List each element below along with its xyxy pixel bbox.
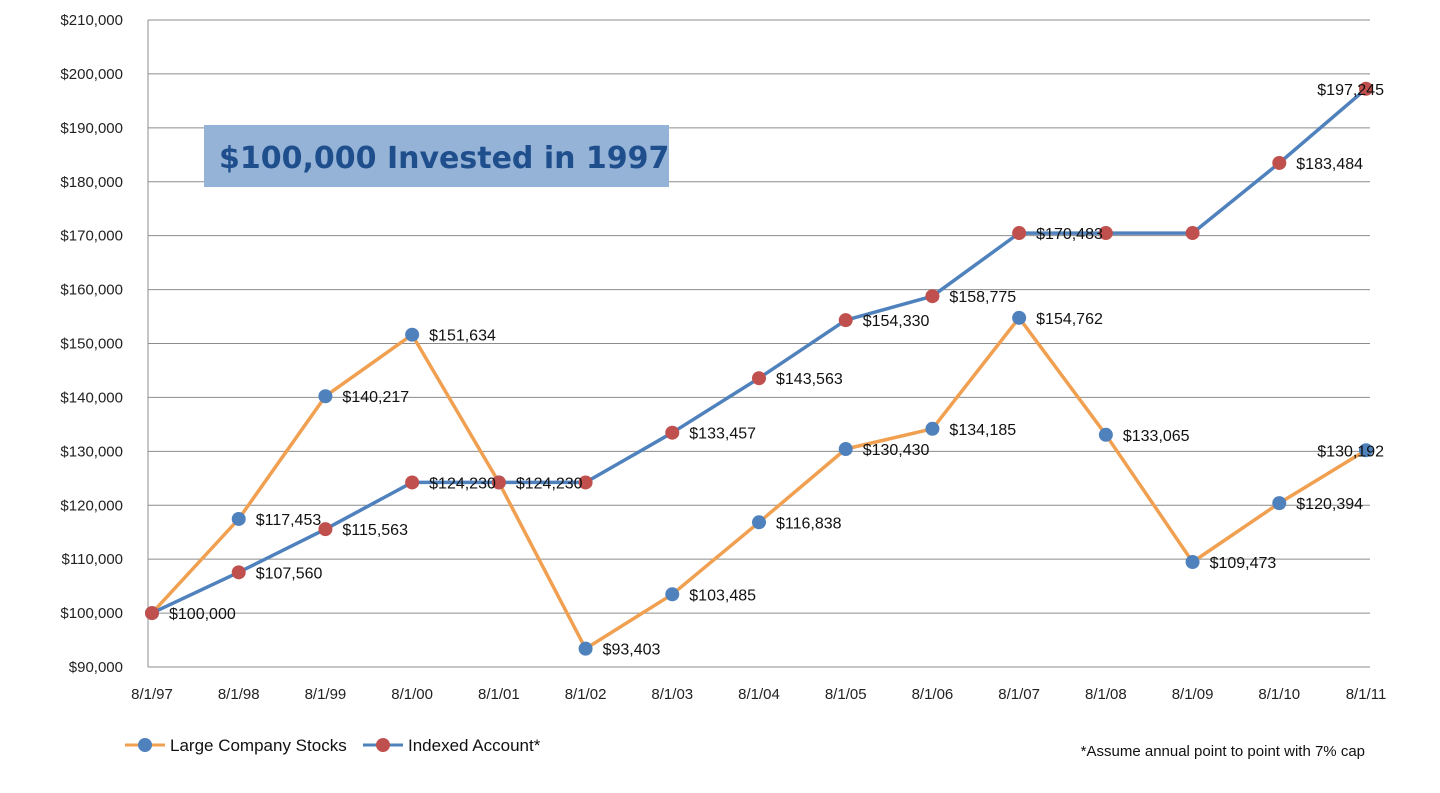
x-tick-label: 8/1/00: [391, 686, 433, 703]
marker-indexed-account: [1098, 226, 1113, 241]
data-label: $158,775: [949, 289, 1016, 306]
data-label: $140,217: [342, 389, 409, 406]
data-label: $130,430: [863, 442, 930, 459]
marker-large-company-stocks: [578, 641, 593, 656]
y-tick-label: $130,000: [60, 443, 123, 460]
chart-title: $100,000 Invested in 1997: [219, 141, 669, 176]
marker-indexed-account: [1272, 155, 1287, 170]
marker-large-company-stocks: [665, 587, 680, 602]
marker-large-company-stocks: [318, 389, 333, 404]
marker-indexed-account: [405, 475, 420, 490]
data-label: $100,000: [169, 606, 236, 623]
marker-indexed-account: [1012, 226, 1027, 241]
x-tick-label: 8/1/09: [1172, 686, 1214, 703]
y-tick-label: $210,000: [60, 12, 123, 29]
marker-indexed-account: [491, 475, 506, 490]
marker-indexed-account: [1359, 81, 1373, 96]
data-label: $134,185: [949, 422, 1016, 439]
marker-indexed-account: [145, 606, 159, 621]
x-tick-label: 8/1/10: [1258, 686, 1300, 703]
y-tick-label: $100,000: [60, 605, 123, 622]
y-tick-label: $140,000: [60, 389, 123, 406]
marker-indexed-account: [752, 371, 766, 386]
title-box: $100,000 Invested in 1997: [204, 125, 669, 187]
data-label: $124,230: [516, 475, 583, 492]
x-axis: 8/1/97 8/1/98 8/1/99 8/1/00 8/1/01 8/1/02 8/1/…: [131, 686, 1386, 703]
x-tick-label: 8/1/04: [738, 686, 780, 703]
marker-indexed-account: [1185, 226, 1200, 241]
series-line-large-company-stocks: [150, 316, 1367, 651]
marker-large-company-stocks: [925, 421, 940, 436]
x-tick-label: 8/1/07: [998, 686, 1040, 703]
footnote: *Assume annual point to point with 7% ca…: [1081, 743, 1365, 760]
y-tick-label: $90,000: [69, 659, 123, 676]
marker-large-company-stocks: [231, 511, 246, 526]
data-labels: $117,453 $140,217 $151,634 $93,403 $103,485 $…: [169, 82, 1384, 659]
y-tick-label: $120,000: [60, 497, 123, 514]
y-tick-label: $200,000: [60, 66, 123, 83]
data-label: $130,192: [1317, 443, 1384, 460]
marker-indexed-account: [838, 313, 853, 328]
data-label: $143,563: [776, 371, 843, 388]
data-label: $103,485: [689, 587, 756, 604]
x-tick-label: 8/1/11: [1346, 686, 1387, 703]
y-axis: $210,000 $200,000 $190,000 $180,000 $170,000…: [60, 12, 149, 676]
data-label: $124,230: [429, 475, 496, 492]
marker-large-company-stocks: [838, 442, 853, 457]
x-tick-label: 8/1/08: [1085, 686, 1127, 703]
title-background: [204, 125, 669, 187]
gridlines: [148, 19, 1370, 668]
x-tick-label: 8/1/02: [565, 686, 607, 703]
y-tick-label: $170,000: [60, 228, 123, 245]
legend-marker-large-company-stocks: [138, 738, 152, 752]
marker-large-company-stocks: [752, 515, 766, 530]
marker-indexed-account: [578, 475, 593, 490]
data-label: $120,394: [1296, 496, 1363, 513]
x-tick-label: 8/1/01: [478, 686, 520, 703]
legend-marker-indexed-account: [376, 738, 390, 752]
y-tick-label: $110,000: [62, 551, 123, 568]
legend: Large Company Stocks Indexed Account*: [125, 736, 541, 755]
x-tick-label: 8/1/03: [651, 686, 693, 703]
data-label: $133,065: [1123, 428, 1190, 445]
data-label: $170,483: [1036, 226, 1103, 243]
data-label: $133,457: [689, 426, 756, 443]
data-label: $109,473: [1210, 555, 1277, 572]
data-label: $116,838: [776, 515, 842, 532]
x-tick-label: 8/1/05: [825, 686, 867, 703]
marker-large-company-stocks: [1359, 443, 1373, 458]
legend-label-large-company-stocks: Large Company Stocks: [170, 736, 347, 755]
marker-large-company-stocks: [1098, 427, 1113, 442]
data-label: $183,484: [1296, 156, 1363, 173]
series-markers: [145, 81, 1373, 656]
y-tick-label: $150,000: [60, 336, 123, 353]
marker-large-company-stocks: [1272, 496, 1287, 511]
x-tick-label: 8/1/98: [218, 686, 260, 703]
marker-large-company-stocks: [405, 327, 420, 342]
legend-item-indexed-account: Indexed Account*: [363, 736, 541, 755]
marker-indexed-account: [231, 565, 246, 580]
y-tick-label: $190,000: [60, 120, 123, 137]
x-tick-label: 8/1/99: [305, 686, 347, 703]
marker-large-company-stocks: [1185, 555, 1200, 570]
data-label: $154,762: [1036, 311, 1103, 328]
x-tick-label: 8/1/06: [912, 686, 954, 703]
data-label: $115,563: [342, 522, 408, 539]
data-label: $154,330: [863, 313, 930, 330]
data-label: $107,560: [256, 565, 323, 582]
y-tick-label: $180,000: [60, 174, 123, 191]
legend-label-indexed-account: Indexed Account*: [408, 736, 541, 755]
marker-large-company-stocks: [1012, 310, 1027, 325]
data-label: $93,403: [603, 642, 661, 659]
y-tick-label: $160,000: [60, 282, 123, 299]
legend-item-large-company-stocks: Large Company Stocks: [125, 736, 347, 755]
marker-indexed-account: [925, 289, 940, 304]
data-label: $151,634: [429, 328, 496, 345]
data-label: $117,453: [256, 512, 322, 529]
x-tick-label: 8/1/97: [131, 686, 173, 703]
data-label: $197,245: [1317, 82, 1384, 99]
marker-indexed-account: [318, 522, 333, 537]
marker-indexed-account: [665, 425, 680, 440]
